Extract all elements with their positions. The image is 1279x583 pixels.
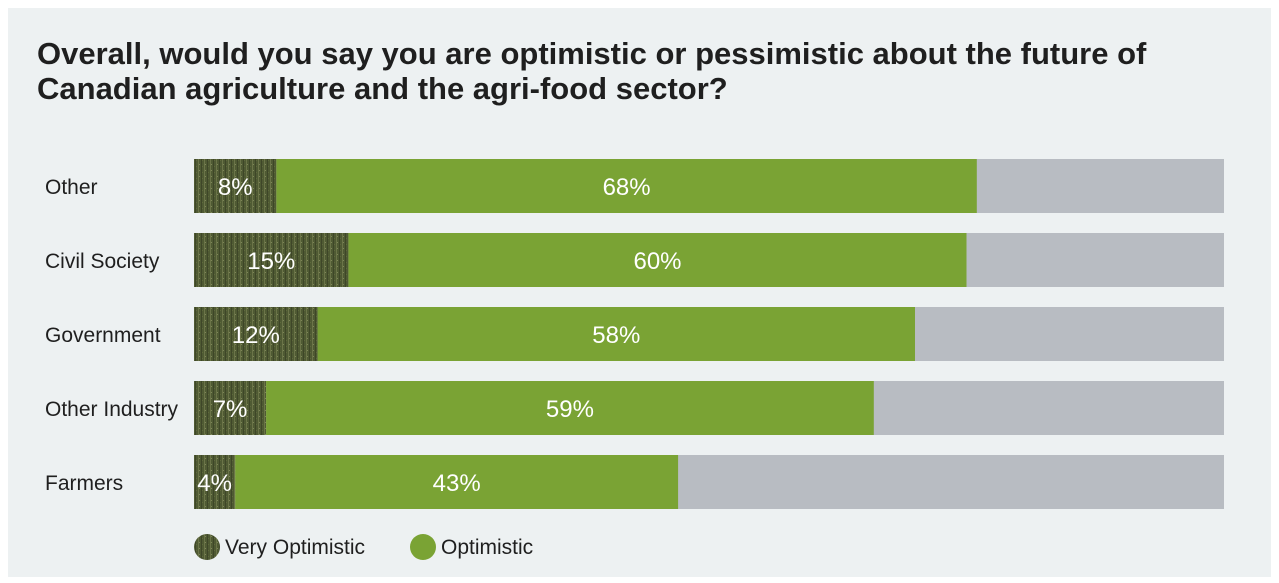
bar-very-optimistic-farmers: [194, 455, 236, 509]
category-label-farmers: Farmers: [45, 472, 123, 495]
data-label-very-optimistic-government: 12%: [232, 322, 280, 349]
bar-optimistic-civil-society: [348, 233, 967, 287]
bar-very-optimistic-government: [194, 307, 318, 361]
legend-label-very-optimistic: Very Optimistic: [225, 536, 365, 559]
data-label-very-optimistic-other-industry: 7%: [213, 396, 248, 423]
legend-swatch-very-optimistic: [194, 534, 220, 560]
bar-optimistic-other: [276, 159, 977, 213]
category-label-other: Other: [45, 176, 98, 199]
bar-very-optimistic-other: [194, 159, 277, 213]
bar-very-optimistic-civil-society: [194, 233, 349, 287]
bar-very-optimistic-other-industry: [194, 381, 267, 435]
bar-optimistic-other-industry: [266, 381, 874, 435]
category-label-civil-society: Civil Society: [45, 250, 160, 273]
data-label-very-optimistic-other: 8%: [218, 174, 253, 201]
category-label-government: Government: [45, 324, 161, 347]
data-label-optimistic-other-industry: 59%: [546, 396, 594, 423]
chart-title: Overall, would you say you are optimisti…: [37, 36, 1147, 106]
data-label-optimistic-civil-society: 60%: [633, 248, 681, 275]
legend-label-optimistic: Optimistic: [441, 536, 533, 559]
data-label-optimistic-farmers: 43%: [433, 470, 481, 497]
legend-swatch-optimistic: [410, 534, 436, 560]
data-label-very-optimistic-farmers: 4%: [197, 470, 232, 497]
data-label-very-optimistic-civil-society: 15%: [247, 248, 295, 275]
data-label-optimistic-government: 58%: [592, 322, 640, 349]
bar-optimistic-government: [317, 307, 916, 361]
data-label-optimistic-other: 68%: [603, 174, 651, 201]
bar-optimistic-farmers: [235, 455, 679, 509]
category-label-other-industry: Other Industry: [45, 398, 179, 421]
